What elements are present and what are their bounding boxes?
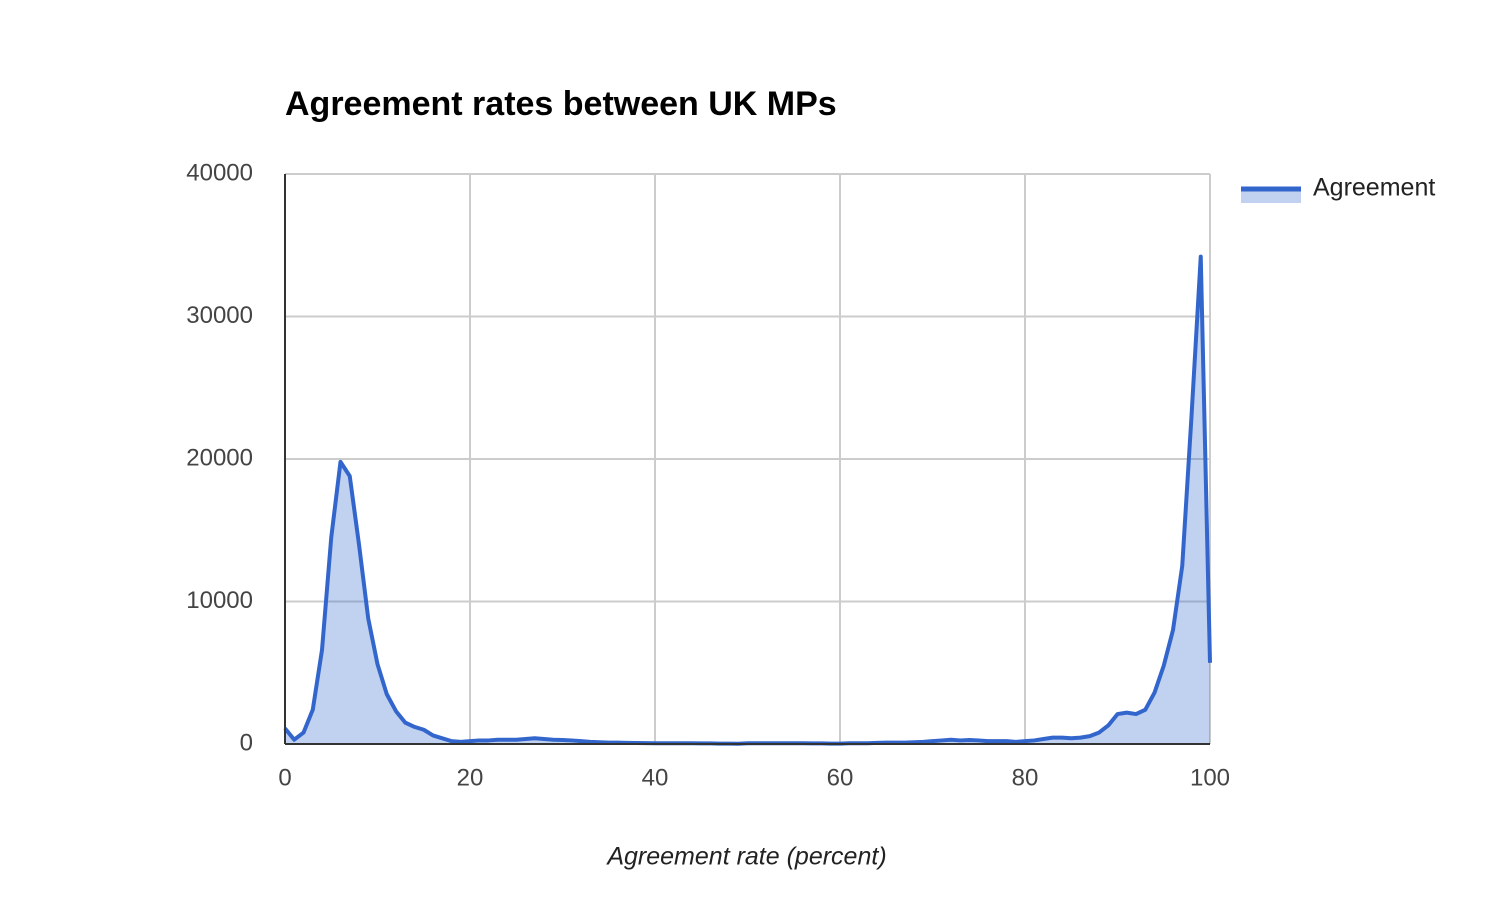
x-tick-label: 80 [1012,764,1039,791]
legend-text: Agreement [1313,174,1435,202]
x-tick-label: 20 [457,764,484,791]
x-axis-title: Agreement rate (percent) [605,843,886,871]
y-tick-label: 0 [240,729,253,756]
x-tick-label: 60 [827,764,854,791]
y-tick-label: 10000 [186,587,253,614]
x-tick-label: 0 [278,764,291,791]
y-tick-label: 40000 [186,159,253,186]
y-tick-label: 30000 [186,302,253,329]
y-tick-label: 20000 [186,444,253,471]
area [285,256,1210,744]
x-tick-label: 100 [1190,764,1230,791]
x-tick-label: 40 [642,764,669,791]
chart-title: Agreement rates between UK MPs [285,85,837,123]
legend-swatch [1241,189,1301,203]
line [283,254,1212,746]
